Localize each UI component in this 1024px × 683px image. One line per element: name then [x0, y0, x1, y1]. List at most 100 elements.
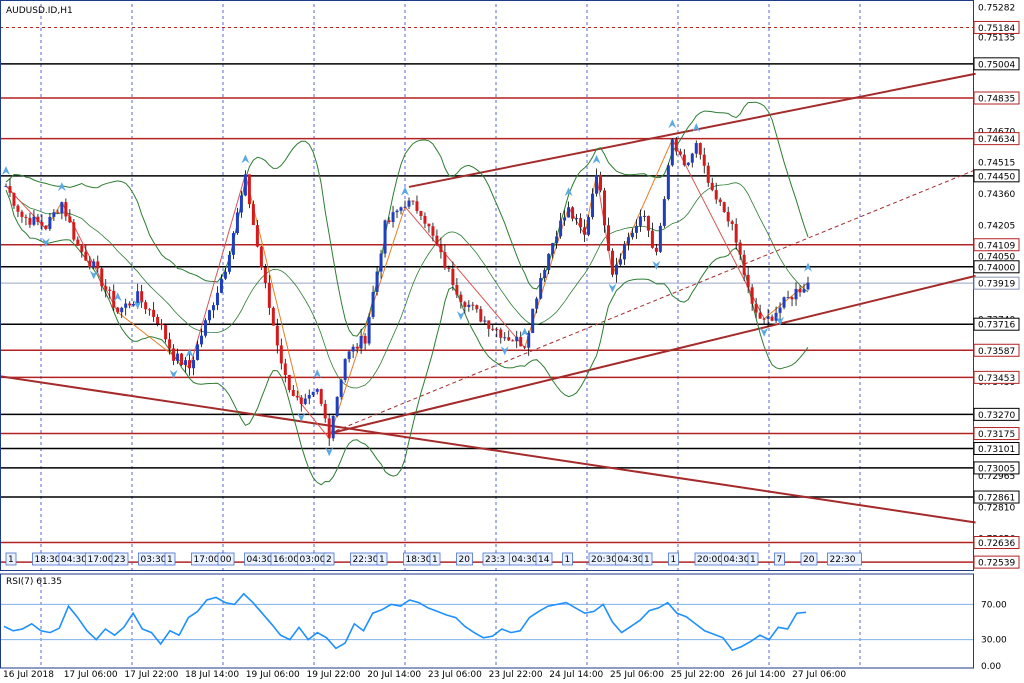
rsi-line	[3, 592, 807, 652]
candle-body	[76, 239, 80, 246]
up-channel-upper	[408, 72, 976, 188]
time-axis-label: 19 Jul 06:00	[246, 670, 300, 680]
time-axis-label: 23 Jul 06:00	[428, 670, 482, 680]
session-box	[456, 552, 473, 566]
candle-body	[535, 298, 539, 309]
candle-body	[116, 307, 120, 313]
zigzag-segment	[404, 206, 526, 348]
candle-body	[606, 225, 610, 251]
candle-body	[738, 242, 742, 255]
time-axis-label: 25 Jul 06:00	[610, 670, 664, 680]
candle-body	[742, 254, 746, 275]
session-label: 1	[379, 555, 385, 565]
candle-body	[507, 337, 511, 341]
session-label: 18:30	[35, 555, 61, 565]
session-label: 04:30	[618, 555, 644, 565]
candle-body	[690, 153, 694, 163]
level-price-label: 0.74634	[978, 135, 1015, 145]
session-label: 04:30	[512, 555, 538, 565]
candle-body	[423, 215, 427, 224]
fractal-arrows	[2, 119, 812, 457]
candle-body	[207, 310, 211, 321]
price-tick-label: 0.75135	[978, 33, 1015, 43]
candle-body	[152, 309, 156, 317]
session-label: 20:30	[591, 555, 617, 565]
candle-body	[291, 390, 295, 396]
price-tick-label: 0.74515	[978, 159, 1015, 169]
candle-body	[431, 226, 435, 236]
fractal-down-arrow	[456, 311, 465, 321]
rsi-tick-label: 0.00	[981, 662, 1001, 672]
level-price-label: 0.74450	[978, 172, 1015, 182]
level-price-tag	[973, 427, 1020, 441]
candle-body	[563, 217, 567, 221]
candle-body	[599, 174, 603, 191]
candle-body	[323, 403, 327, 419]
candle-body	[263, 267, 267, 283]
candle-body	[551, 243, 555, 254]
time-axis-label: 23 Jul 22:00	[489, 670, 543, 680]
fractal-up-arrow	[241, 154, 250, 164]
candle-body	[247, 174, 251, 205]
candle-body	[108, 289, 112, 291]
time-axis-label: 26 Jul 14:00	[731, 670, 785, 680]
candle-body	[519, 336, 523, 347]
time-axis-label: 16 Jul 2018	[3, 670, 54, 680]
candle-body	[331, 415, 335, 439]
candle-body	[614, 264, 618, 275]
candle-body	[104, 286, 108, 290]
candle-body	[211, 305, 215, 311]
candle-body	[487, 320, 491, 329]
level-price-tag	[973, 169, 1020, 183]
candle-body	[638, 216, 642, 226]
candle-body	[674, 139, 678, 152]
candle-body	[603, 190, 607, 226]
level-price-tag	[973, 132, 1020, 146]
level-price-label: 0.73270	[978, 411, 1015, 421]
candle-body	[467, 304, 471, 307]
candle-body	[595, 174, 599, 194]
fractal-down-arrow	[41, 237, 50, 247]
candle-body	[275, 325, 279, 346]
candle-body	[72, 222, 76, 240]
rsi-frame	[0, 573, 974, 669]
candle-body	[36, 216, 40, 222]
candle-body	[20, 211, 24, 217]
session-label: 17:00	[88, 555, 114, 565]
candle-body	[419, 211, 423, 216]
candle-body	[96, 261, 100, 269]
candle-body	[251, 204, 255, 226]
candle-body	[219, 278, 223, 293]
candle-body	[439, 245, 443, 253]
session-box	[5, 552, 17, 566]
rsi-label: RSI(7) 61.35	[6, 577, 62, 587]
candle-body	[24, 216, 28, 218]
rsi-panel: 70.00 30.00 0.00	[0, 592, 1007, 672]
candle-body	[427, 223, 431, 227]
candle-body	[307, 395, 311, 399]
level-price-label: 0.72636	[978, 539, 1015, 549]
session-label: 23:3	[485, 555, 505, 565]
level-price-label: 0.72861	[978, 494, 1015, 504]
candle-body	[371, 292, 375, 318]
candle-body	[722, 202, 726, 212]
session-label: 04:30	[247, 555, 273, 565]
candle-body	[591, 193, 595, 218]
candle-body	[698, 143, 702, 155]
candle-body	[295, 395, 299, 398]
candle-body	[92, 261, 96, 268]
session-label: 23	[114, 555, 125, 565]
candle-body	[798, 288, 802, 293]
level-price-tag	[973, 91, 1020, 105]
session-box	[164, 552, 176, 566]
candle-body	[710, 182, 714, 191]
trend-channels	[0, 72, 976, 524]
candle-body	[511, 340, 515, 342]
candle-body	[774, 312, 778, 321]
candle-body	[343, 359, 347, 380]
candle-body	[215, 292, 219, 306]
candle-body	[523, 346, 527, 348]
price-tick-label: 0.74360	[978, 190, 1015, 200]
candle-body	[124, 303, 128, 308]
fractal-down-arrow	[297, 412, 306, 422]
